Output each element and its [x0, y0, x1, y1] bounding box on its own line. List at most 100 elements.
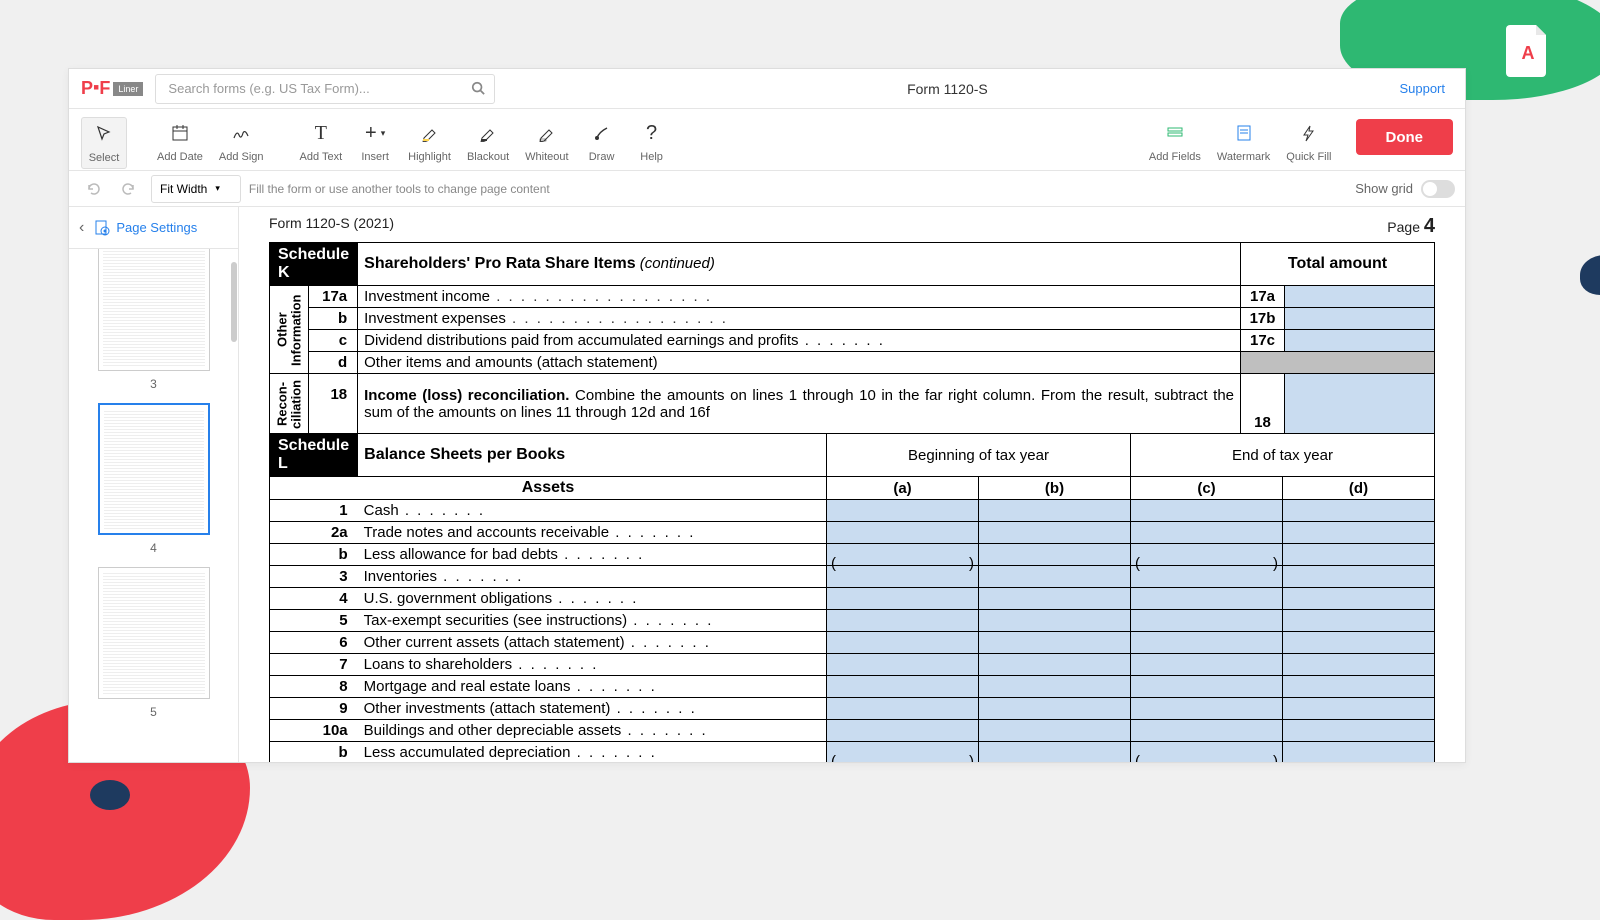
- field-18[interactable]: [1285, 374, 1435, 434]
- undo-button[interactable]: [79, 175, 107, 203]
- help-tool[interactable]: ? Help: [629, 117, 675, 167]
- field-cell[interactable]: [1283, 588, 1435, 610]
- field-cell[interactable]: [1131, 676, 1283, 698]
- field-cell[interactable]: [1283, 654, 1435, 676]
- whiteout-tool[interactable]: Whiteout: [519, 117, 574, 167]
- field-cell[interactable]: [1131, 566, 1283, 588]
- thumbnail-list[interactable]: 3 4 5: [69, 249, 238, 762]
- field-cell[interactable]: [1283, 698, 1435, 720]
- toolbar: Select Add Date Add Sign T Add Text +▾ I…: [69, 109, 1465, 171]
- field-cell[interactable]: [827, 610, 979, 632]
- watermark-icon: [1235, 121, 1253, 145]
- draw-tool[interactable]: Draw: [579, 117, 625, 167]
- field-cell[interactable]: [979, 566, 1131, 588]
- field-cell[interactable]: [827, 742, 979, 763]
- field-cell[interactable]: [979, 588, 1131, 610]
- highlighter-icon: [421, 121, 439, 145]
- field-cell[interactable]: [979, 544, 1131, 566]
- field-17a[interactable]: [1285, 286, 1435, 308]
- search-container: [155, 74, 495, 104]
- form-header: Form 1120-S (2021) Page 4: [269, 215, 1435, 238]
- search-input[interactable]: [155, 74, 495, 104]
- add-text-tool[interactable]: T Add Text: [294, 117, 349, 167]
- field-cell[interactable]: [1283, 544, 1435, 566]
- field-cell[interactable]: [979, 632, 1131, 654]
- field-cell[interactable]: [827, 632, 979, 654]
- thumbnail-item[interactable]: 4: [77, 403, 230, 555]
- select-tool[interactable]: Select: [81, 117, 127, 169]
- field-cell[interactable]: [979, 500, 1131, 522]
- field-17b[interactable]: [1285, 308, 1435, 330]
- field-cell[interactable]: [979, 676, 1131, 698]
- field-cell[interactable]: [827, 566, 979, 588]
- show-grid-toggle[interactable]: [1421, 180, 1455, 198]
- field-cell[interactable]: [1283, 500, 1435, 522]
- done-button[interactable]: Done: [1356, 119, 1454, 155]
- table-row: 9Other investments (attach statement) . …: [270, 698, 1435, 720]
- table-row: 10aBuildings and other depreciable asset…: [270, 720, 1435, 742]
- page-settings-button[interactable]: Page Settings: [94, 220, 197, 236]
- decoration-shape: [1580, 255, 1600, 295]
- other-info-label: OtherInformation: [270, 286, 309, 374]
- field-cell[interactable]: [1131, 742, 1283, 763]
- table-row: 7Loans to shareholders . . . . . . .: [270, 654, 1435, 676]
- app-window: P▪F Liner Form 1120-S Support Select Add…: [68, 68, 1466, 763]
- schedule-k-label: Schedule K: [270, 243, 358, 286]
- field-cell[interactable]: [1131, 720, 1283, 742]
- field-cell[interactable]: [1283, 742, 1435, 763]
- highlight-tool[interactable]: Highlight: [402, 117, 457, 167]
- watermark-tool[interactable]: Watermark: [1211, 117, 1276, 167]
- redo-button[interactable]: [115, 175, 143, 203]
- logo[interactable]: P▪F Liner: [81, 78, 143, 99]
- field-cell[interactable]: [1131, 610, 1283, 632]
- field-cell[interactable]: [1131, 544, 1283, 566]
- zoom-select[interactable]: Fit Width▾: [151, 175, 241, 203]
- field-cell[interactable]: [827, 588, 979, 610]
- field-cell[interactable]: [1131, 654, 1283, 676]
- field-cell[interactable]: [1131, 698, 1283, 720]
- document-viewport[interactable]: Form 1120-S (2021) Page 4 Schedule K Sha…: [239, 207, 1465, 762]
- content-area: ‹ Page Settings 3 4 5: [69, 207, 1465, 762]
- search-icon[interactable]: [471, 81, 485, 95]
- sidebar-scrollbar[interactable]: [231, 262, 237, 342]
- field-cell[interactable]: [1283, 566, 1435, 588]
- field-17c[interactable]: [1285, 330, 1435, 352]
- page-settings-icon: [94, 220, 110, 236]
- field-cell[interactable]: [1131, 632, 1283, 654]
- blackout-tool[interactable]: Blackout: [461, 117, 515, 167]
- field-cell[interactable]: [827, 522, 979, 544]
- field-cell[interactable]: [827, 676, 979, 698]
- insert-tool[interactable]: +▾ Insert: [352, 117, 398, 167]
- thumbnail-item[interactable]: 3: [77, 249, 230, 391]
- field-cell[interactable]: [1131, 588, 1283, 610]
- field-cell[interactable]: [1283, 676, 1435, 698]
- cursor-icon: [95, 122, 113, 146]
- field-cell[interactable]: [979, 720, 1131, 742]
- field-cell[interactable]: [827, 698, 979, 720]
- field-cell[interactable]: [1283, 720, 1435, 742]
- field-cell[interactable]: [979, 698, 1131, 720]
- whiteout-icon: [538, 121, 556, 145]
- field-cell[interactable]: [827, 654, 979, 676]
- field-cell[interactable]: [979, 610, 1131, 632]
- field-cell[interactable]: [1283, 522, 1435, 544]
- thumbnail-item[interactable]: 5: [77, 567, 230, 719]
- back-button[interactable]: ‹: [79, 219, 84, 237]
- field-cell[interactable]: [979, 742, 1131, 763]
- recon-label: Recon-ciliation: [270, 374, 309, 434]
- field-cell[interactable]: [827, 500, 979, 522]
- field-cell[interactable]: [1283, 632, 1435, 654]
- field-cell[interactable]: [979, 654, 1131, 676]
- add-fields-tool[interactable]: Add Fields: [1143, 117, 1207, 167]
- add-date-tool[interactable]: Add Date: [151, 117, 209, 167]
- field-cell[interactable]: [827, 720, 979, 742]
- field-cell[interactable]: [1283, 610, 1435, 632]
- decoration-shape: [90, 780, 130, 810]
- field-cell[interactable]: [979, 522, 1131, 544]
- field-cell[interactable]: [1131, 522, 1283, 544]
- field-cell[interactable]: [1131, 500, 1283, 522]
- support-link[interactable]: Support: [1399, 81, 1445, 96]
- quick-fill-tool[interactable]: Quick Fill: [1280, 117, 1337, 167]
- field-cell[interactable]: [827, 544, 979, 566]
- add-sign-tool[interactable]: Add Sign: [213, 117, 270, 167]
